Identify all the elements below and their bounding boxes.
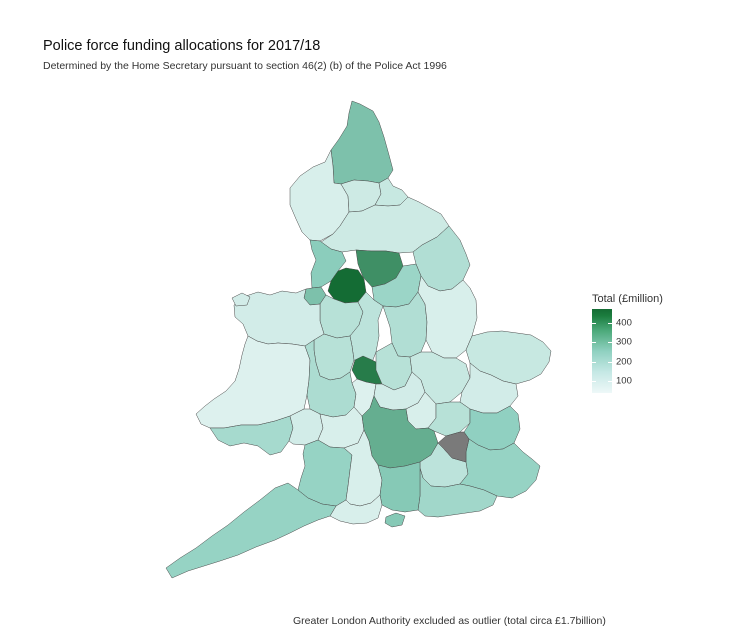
legend-tick-label: 400 (616, 317, 632, 329)
legend-tick-mark (592, 342, 596, 344)
region-dyfed-powys (195, 335, 311, 429)
region-avon-and-somerset (297, 439, 353, 507)
legend-tick-label: 100 (616, 375, 632, 387)
legend-tick-mark (608, 381, 612, 383)
legend-tick-mark (592, 322, 596, 324)
legend-tick-mark (608, 342, 612, 344)
region-hampshire-island (384, 512, 406, 528)
legend-tick-label: 300 (616, 336, 632, 348)
region-hampshire (377, 461, 421, 513)
legend-colorbar: 100 200 300 400 (592, 309, 663, 393)
region-kent (459, 438, 541, 499)
legend-gradient (592, 309, 612, 393)
region-dorset (329, 494, 383, 525)
legend-tick-mark (592, 381, 596, 383)
region-devon-and-cornwall (165, 482, 337, 579)
legend-tick-mark (608, 322, 612, 324)
region-northumbria (330, 100, 394, 185)
map-caption: Greater London Authority excluded as out… (293, 615, 606, 627)
legend: Total (£million) 100 200 300 400 (592, 293, 663, 393)
region-greater-london-authority (437, 431, 470, 463)
region-north-wales-island (231, 292, 251, 307)
legend-title: Total (£million) (592, 293, 663, 305)
map-title: Police force funding allocations for 201… (43, 38, 321, 54)
map-subtitle: Determined by the Home Secretary pursuan… (43, 60, 447, 72)
legend-tick-mark (608, 361, 612, 363)
legend-tick-label: 200 (616, 356, 632, 368)
legend-tick-mark (592, 361, 596, 363)
